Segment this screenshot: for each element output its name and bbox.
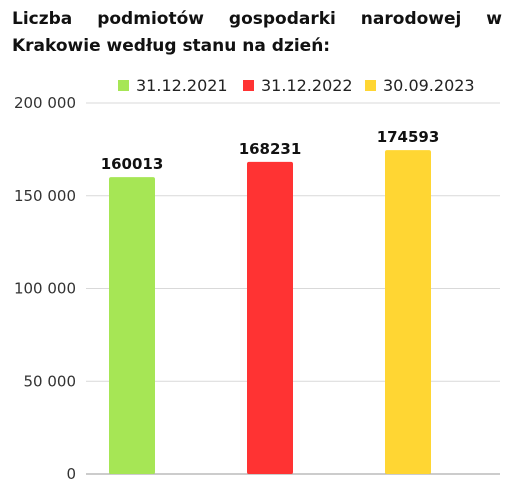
bar-31.12.2022 [247,161,293,474]
y-tick-label: 50 000 [24,372,77,390]
data-label: 168231 [239,140,302,158]
data-label: 174593 [377,128,440,146]
bar-30.09.2023 [385,150,431,474]
y-tick-label: 100 000 [14,280,76,298]
legend: 31.12.2021 31.12.2022 30.09.2023 [0,74,522,96]
bar-31.12.2021 [109,177,155,474]
legend-item-2021: 31.12.2021 [118,74,228,96]
legend-item-2023: 30.09.2023 [365,74,475,96]
legend-label-2023: 30.09.2023 [383,75,475,95]
legend-swatch-2021 [118,79,129,91]
legend-swatch-2022 [243,79,254,91]
y-tick-label: 0 [66,465,76,483]
y-tick-label: 200 000 [14,94,76,112]
legend-label-2021: 31.12.2021 [136,75,228,95]
y-tick-label: 150 000 [14,187,76,205]
chart-title: Liczba podmiotów gospodarki narodowej w … [12,9,502,56]
legend-label-2022: 31.12.2022 [261,75,353,95]
legend-swatch-2023 [365,79,376,91]
legend-item-2022: 31.12.2022 [243,74,353,96]
data-label: 160013 [101,155,164,173]
